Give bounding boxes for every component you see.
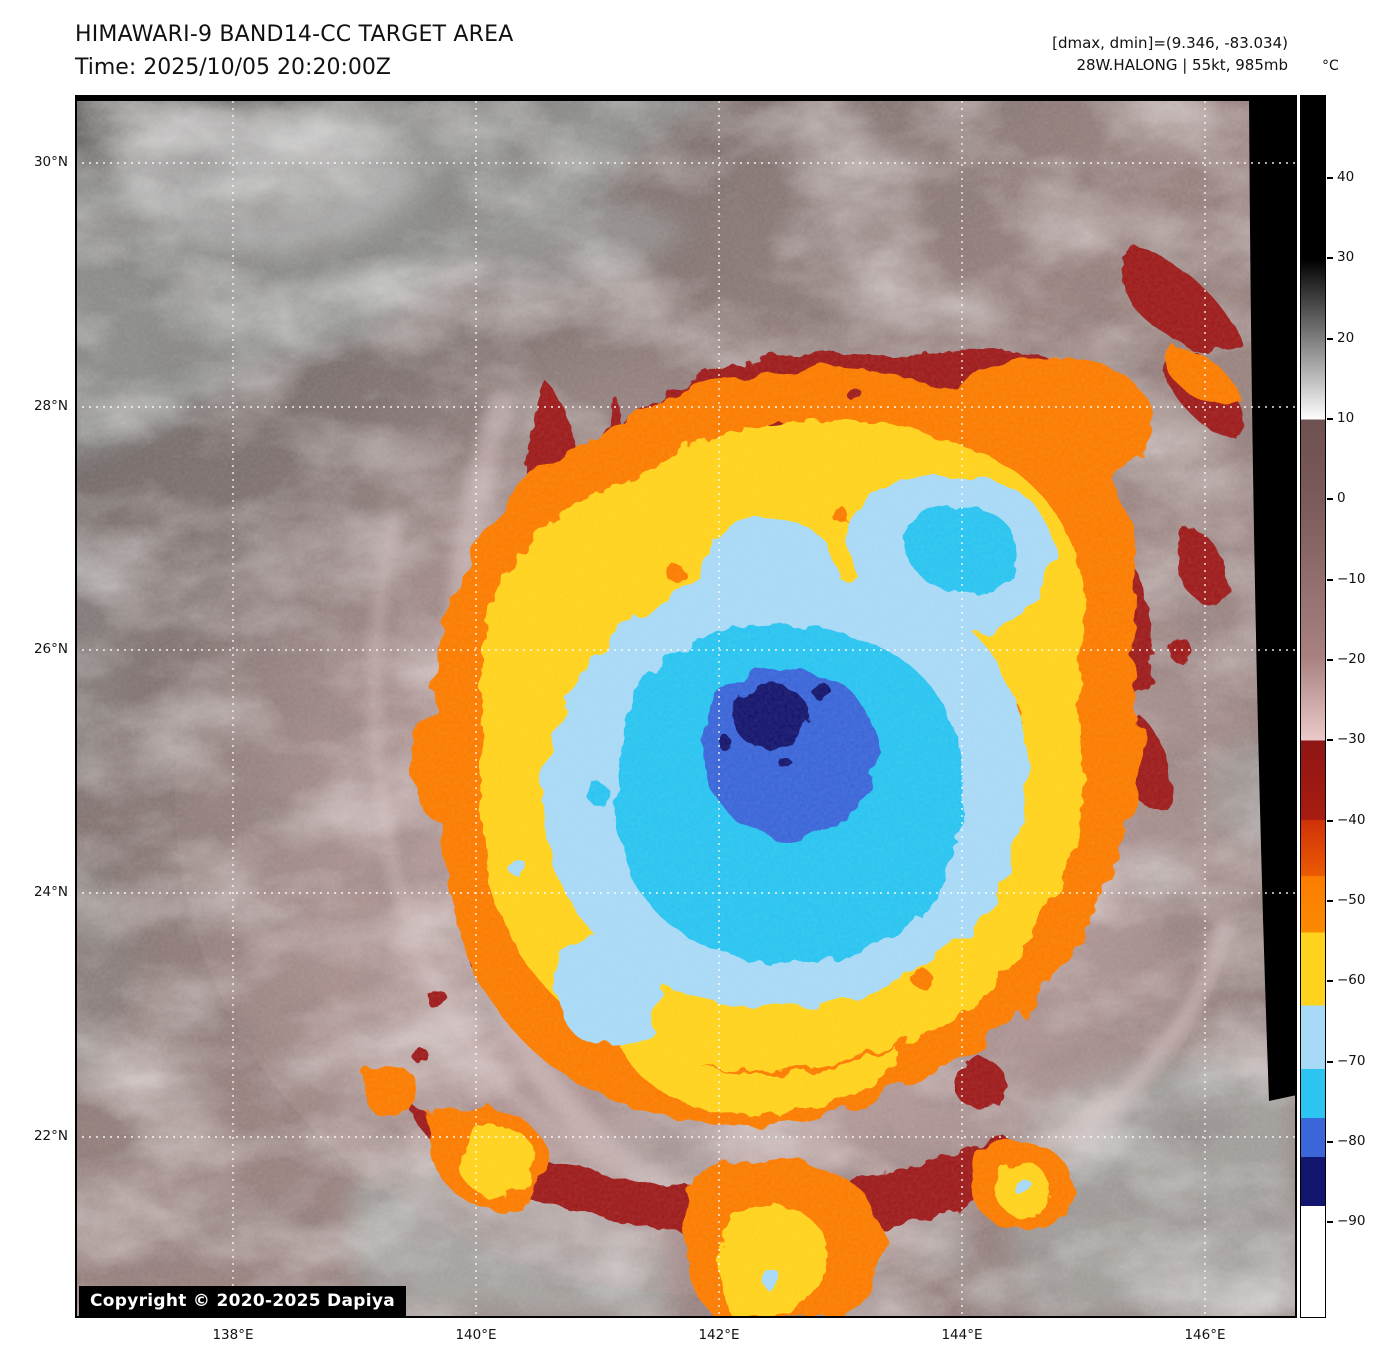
map-frame xyxy=(75,95,1297,1318)
colorbar-tick-mark xyxy=(1327,498,1333,500)
lat-label-28n: 28°N xyxy=(33,398,68,414)
temperature-colorbar xyxy=(1300,95,1326,1318)
scan-edge-black-wedge xyxy=(1249,95,1297,1101)
colorbar-tick-mark xyxy=(1327,739,1333,741)
product-time: Time: 2025/10/05 20:20:00Z xyxy=(75,55,391,80)
colorbar-tick-label: −10 xyxy=(1337,571,1366,587)
colorbar-tick-mark xyxy=(1327,659,1333,661)
colorbar-tick-mark xyxy=(1327,820,1333,822)
colorbar-tick-mark xyxy=(1327,1061,1333,1063)
satellite-ir-image xyxy=(75,95,1297,1318)
colorbar-tick-mark xyxy=(1327,338,1333,340)
colorbar-tick-label: 30 xyxy=(1337,249,1355,265)
colorbar-tick-mark xyxy=(1327,579,1333,581)
lat-label-30n: 30°N xyxy=(33,154,68,170)
colorbar-tick-label: −40 xyxy=(1337,812,1366,828)
lon-label-142e: 142°E xyxy=(698,1327,740,1343)
storm-info: 28W.HALONG | 55kt, 985mb xyxy=(1076,56,1288,74)
colorbar-tick-label: −70 xyxy=(1337,1053,1366,1069)
colorbar-tick-label: −20 xyxy=(1337,651,1366,667)
scan-edge-top-strip xyxy=(75,95,1297,101)
colorbar-tick-label: −60 xyxy=(1337,972,1366,988)
dmax-dmin-readout: [dmax, dmin]=(9.346, -83.034) xyxy=(1052,34,1288,52)
colorbar-tick-mark xyxy=(1327,1221,1333,1223)
colorbar-tick-label: 10 xyxy=(1337,410,1355,426)
colorbar-tick-label: 20 xyxy=(1337,330,1355,346)
header-right-info: [dmax, dmin]=(9.346, -83.034) 28W.HALONG… xyxy=(1052,32,1288,76)
lon-label-138e: 138°E xyxy=(212,1327,254,1343)
colorbar-tick-mark xyxy=(1327,418,1333,420)
copyright-banner: Copyright © 2020-2025 Dapiya xyxy=(79,1286,406,1316)
colorbar-tick-label: −90 xyxy=(1337,1213,1366,1229)
colorbar-tick-label: −80 xyxy=(1337,1133,1366,1149)
lon-label-140e: 140°E xyxy=(455,1327,497,1343)
product-title: HIMAWARI-9 BAND14-CC TARGET AREA xyxy=(75,22,514,47)
lat-label-26n: 26°N xyxy=(33,641,68,657)
colorbar-tick-label: 40 xyxy=(1337,169,1355,185)
graticule xyxy=(75,101,1297,1318)
colorbar-unit-label: °C xyxy=(1322,58,1339,74)
lon-label-146e: 146°E xyxy=(1184,1327,1226,1343)
lat-label-24n: 24°N xyxy=(33,884,68,900)
colorbar-tick-label: 0 xyxy=(1337,490,1346,506)
pixel-grain-overlay xyxy=(75,95,1297,1318)
colorbar-tick-mark xyxy=(1327,980,1333,982)
lat-label-22n: 22°N xyxy=(33,1128,68,1144)
colorbar-tick-label: −50 xyxy=(1337,892,1366,908)
colorbar-tick-mark xyxy=(1327,900,1333,902)
colorbar-tick-mark xyxy=(1327,1141,1333,1143)
satellite-map: Copyright © 2020-2025 Dapiya xyxy=(75,95,1297,1318)
colorbar-tick-label: −30 xyxy=(1337,731,1366,747)
colorbar-tick-mark xyxy=(1327,177,1333,179)
colorbar-tick-mark xyxy=(1327,257,1333,259)
lon-label-144e: 144°E xyxy=(941,1327,983,1343)
